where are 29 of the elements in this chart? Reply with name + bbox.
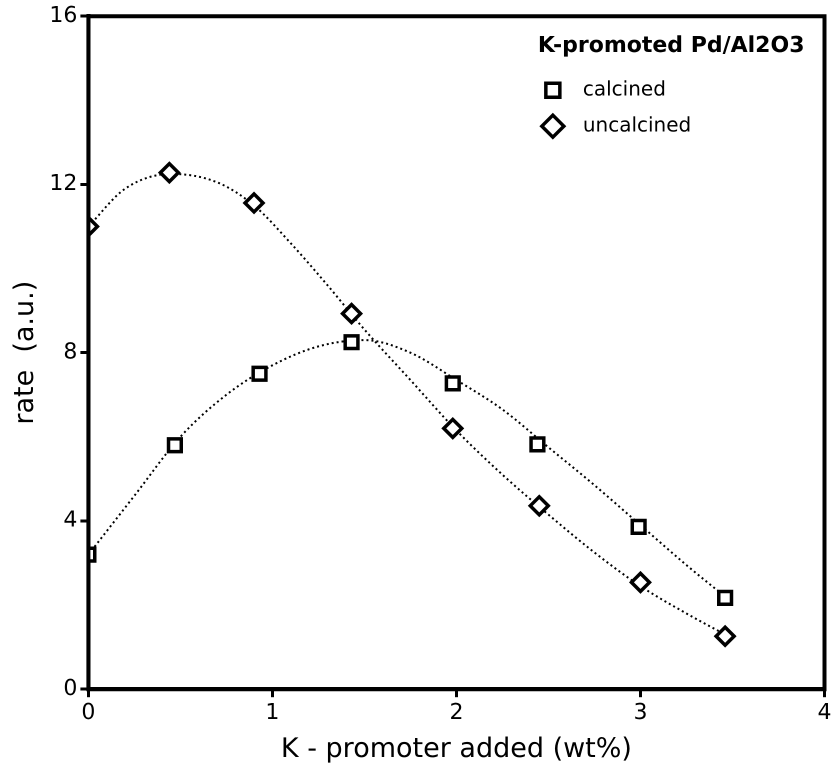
point [529, 436, 546, 453]
y-axis-title: rate (a.u.) [9, 280, 40, 425]
point [630, 572, 652, 594]
x-tick-label: 2 [449, 700, 464, 726]
y-tick-label: 8 [63, 339, 78, 364]
legend-label: calcined [582, 76, 666, 100]
point [166, 437, 183, 454]
point [442, 418, 464, 440]
point [243, 192, 265, 214]
x-axis-title: K - promoter added (wt%) [280, 732, 632, 764]
x-tick-label: 1 [265, 700, 280, 726]
legend-title: K-promoted Pd/Al2O3 [538, 32, 805, 58]
point [444, 375, 461, 392]
x-tick-label: 3 [633, 700, 648, 726]
point [717, 590, 734, 606]
y-tick-label: 12 [49, 171, 78, 196]
y-tick-label: 16 [49, 2, 78, 28]
x-tick-label: 0 [81, 700, 96, 726]
point [343, 334, 360, 350]
point [630, 518, 647, 535]
point [340, 302, 362, 324]
point [528, 495, 550, 517]
legend-label: uncalcined [582, 112, 692, 136]
point [714, 625, 736, 647]
point [251, 366, 268, 382]
x-tick-label: 4 [818, 700, 832, 726]
point [158, 162, 180, 184]
y-tick-label: 4 [63, 508, 78, 533]
y-tick-label: 0 [63, 676, 78, 701]
